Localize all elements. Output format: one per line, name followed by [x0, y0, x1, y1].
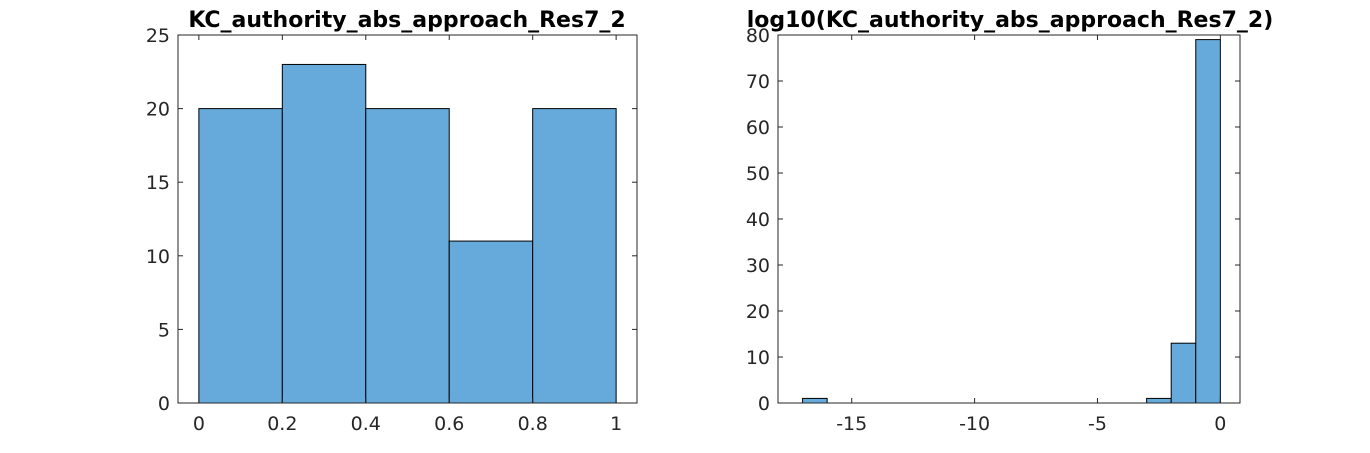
y-tick-label: 10: [746, 347, 770, 369]
x-tick-label: 0: [1214, 413, 1226, 435]
chart-title: log10(KC_authority_abs_approach_Res7_2): [747, 8, 1274, 33]
histogram-bar: [532, 108, 617, 404]
x-tick-label: 1: [610, 413, 622, 435]
x-tick-label: 0.2: [267, 413, 297, 435]
y-tick-label: 30: [746, 255, 770, 277]
x-tick-label: 0.8: [518, 413, 548, 435]
y-tick-label: 80: [746, 25, 770, 47]
y-tick-label: 10: [146, 246, 170, 268]
y-tick-label: 40: [746, 209, 770, 231]
x-tick-label: -10: [959, 413, 990, 435]
histogram-bar: [281, 63, 367, 404]
right-histogram-axes: 0 10 20 30 40 50 60 70 80 -15 -10 -5 0 log10(KC_autho…: [746, 8, 1273, 435]
y-tick-label: 25: [146, 25, 170, 47]
x-tick-label: -5: [1088, 413, 1107, 435]
y-tick-label: 0: [158, 393, 170, 415]
histogram-bar: [802, 397, 828, 404]
y-tick-label: 15: [146, 172, 170, 194]
axes-box: [177, 34, 638, 404]
x-tick-label: -15: [836, 413, 867, 435]
x-tick-label: 0.6: [434, 413, 464, 435]
x-tick-label: 0: [193, 413, 205, 435]
y-tick-label: 50: [746, 163, 770, 185]
histogram-bar: [365, 108, 450, 404]
y-tick-label: 20: [746, 301, 770, 323]
y-tick-label: 70: [746, 71, 770, 93]
x-tick-label: 0.4: [351, 413, 381, 435]
histogram-bar: [1195, 39, 1221, 404]
histogram-bar: [1146, 397, 1172, 404]
left-histogram-axes: 0 5 10 15 20 25 0 0.2 0.4 0.6 0.8 1 KC_authority_abs…: [146, 8, 638, 435]
histogram-bar: [448, 240, 534, 404]
y-tick-label: 60: [746, 117, 770, 139]
y-tick-label: 5: [158, 319, 170, 341]
histogram-bar: [1170, 342, 1197, 404]
y-tick-label: 20: [146, 99, 170, 121]
y-tick-label: 0: [758, 393, 770, 415]
histogram-bar: [198, 108, 283, 404]
chart-title: KC_authority_abs_approach_Res7_2: [188, 8, 625, 33]
